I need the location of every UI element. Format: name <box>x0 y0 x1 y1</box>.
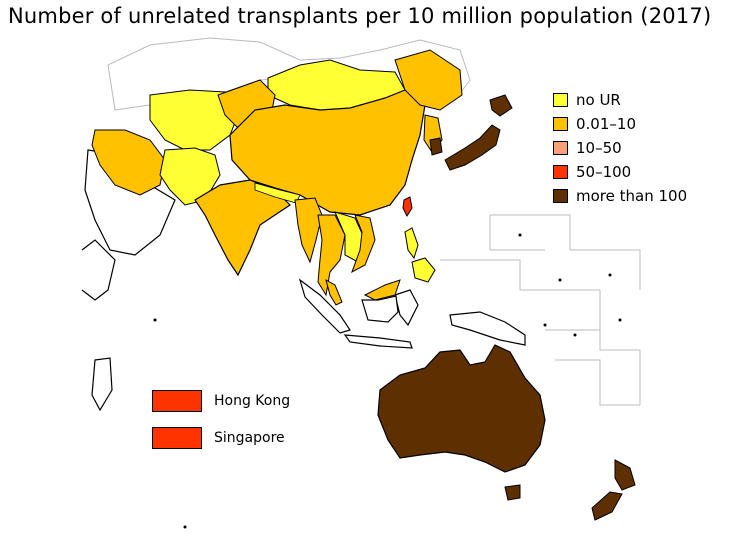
inset-label-hong-kong: Hong Kong <box>214 393 291 409</box>
region-japan-honshu <box>444 124 501 171</box>
region-philippines-north <box>404 227 419 260</box>
legend-swatch <box>553 141 568 155</box>
region-java <box>343 334 413 349</box>
legend-label: 10–50 <box>576 139 622 157</box>
legend-item-very-high: more than 100 <box>553 184 687 208</box>
legend-item-mid: 10–50 <box>553 136 687 160</box>
region-nz-north <box>614 459 636 491</box>
map-title: Number of unrelated transplants per 10 m… <box>8 4 712 28</box>
region-borneo-indonesia <box>361 295 399 323</box>
inset-swatch <box>152 427 202 449</box>
legend-label: more than 100 <box>576 187 688 205</box>
region-borneo-malaysia <box>363 279 401 301</box>
inset-label-singapore: Singapore <box>214 430 285 446</box>
legend-item-no-ur: no UR <box>553 88 687 112</box>
region-india <box>194 179 291 277</box>
region-sumatra <box>298 278 351 334</box>
region-iran <box>91 129 166 196</box>
region-new-guinea <box>449 311 526 346</box>
region-madagascar <box>91 357 113 412</box>
legend-item-low: 0.01–10 <box>553 112 687 136</box>
region-sulawesi <box>394 289 419 327</box>
inset-swatch <box>152 390 202 412</box>
region-philippines-south <box>411 257 436 283</box>
region-tasmania <box>504 484 521 501</box>
region-china <box>229 89 426 216</box>
inset-singapore: Singapore <box>152 427 285 449</box>
legend-label: 0.01–10 <box>576 115 636 133</box>
legend-swatch <box>553 189 568 203</box>
legend-swatch <box>553 165 568 179</box>
legend-swatch <box>553 93 568 107</box>
region-africa-coast <box>81 239 116 301</box>
legend-item-high: 50–100 <box>553 160 687 184</box>
inset-hong-kong: Hong Kong <box>152 390 290 412</box>
region-myanmar <box>294 197 323 264</box>
region-taiwan <box>402 196 413 218</box>
region-vietnam <box>351 214 376 274</box>
region-nz-south <box>591 491 623 521</box>
region-ne-china <box>394 49 463 111</box>
region-central-asia <box>149 89 241 151</box>
coastline-details <box>153 233 622 529</box>
region-japan-hokkaido <box>489 94 513 117</box>
legend-label: no UR <box>576 91 621 109</box>
region-malay-peninsula <box>325 278 343 306</box>
region-australia <box>377 344 546 473</box>
pacific-boundaries <box>440 214 641 406</box>
legend-swatch <box>553 117 568 131</box>
legend: no UR 0.01–10 10–50 50–100 more than 100 <box>553 88 687 208</box>
legend-label: 50–100 <box>576 163 632 181</box>
region-japan-kyushu <box>429 137 443 156</box>
